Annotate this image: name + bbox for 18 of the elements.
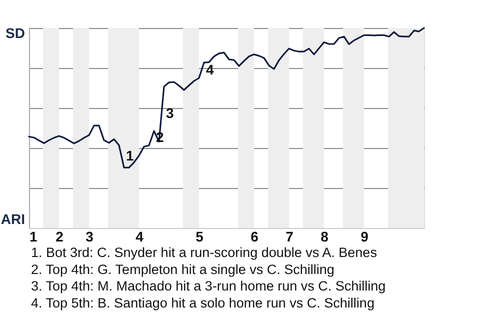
text: 1. Bot 3rd: C. Snyder hit a run-scoring double vs A. Benes <box>31 245 378 260</box>
annotation: 3 <box>166 105 174 122</box>
x-tick-label: 1 <box>30 228 38 244</box>
x-tick-label: 2 <box>56 228 64 244</box>
text: 4. Top 5th: B. Santiago hit a solo home run vs C. Schilling <box>31 295 374 310</box>
x-tick-label: 8 <box>320 228 329 244</box>
x-tick-label: 9 <box>360 228 369 244</box>
x-tick-label: 7 <box>286 228 294 244</box>
x-tick-label: 5 <box>196 228 204 244</box>
text: 3. Top 4th: M. Machado hit a 3-run home run vs C. Schilling <box>31 278 386 294</box>
x-tick-label: 4 <box>136 228 144 244</box>
x-tick-label: 3 <box>86 228 94 244</box>
text: ARI <box>0 211 25 227</box>
x-tick-label: 6 <box>250 228 259 244</box>
text: 2. Top 4th: G. Templeton hit a single vs C. Schilling <box>31 262 334 277</box>
annotation: 4 <box>206 61 214 78</box>
annotation: 1 <box>126 147 134 164</box>
text: SD <box>6 25 25 41</box>
